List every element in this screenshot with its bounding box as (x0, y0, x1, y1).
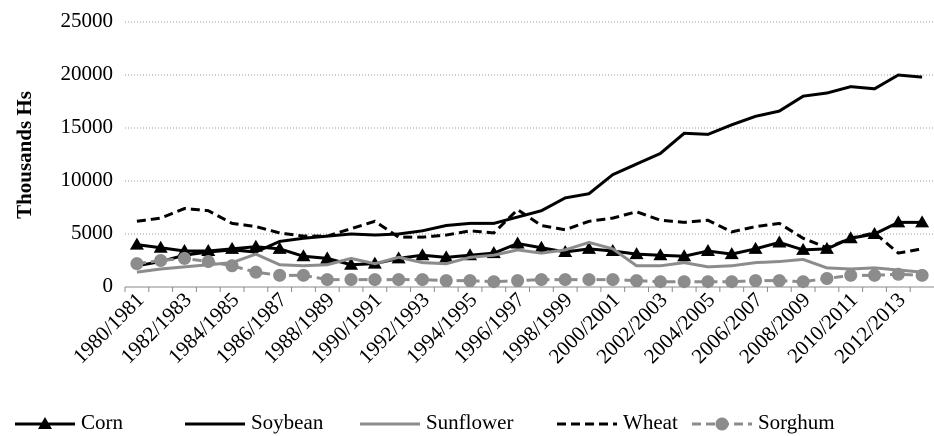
marker (820, 272, 834, 286)
marker (796, 275, 810, 289)
marker (749, 274, 763, 288)
marker (154, 254, 168, 267)
marker (368, 273, 382, 287)
marker (796, 242, 811, 255)
y-tick-label: 15000 (61, 114, 114, 138)
legend-label: Corn (81, 410, 124, 434)
marker (606, 273, 620, 287)
marker (653, 248, 668, 261)
series-line (136, 73, 923, 268)
y-axis-label: Thousands Hs (12, 91, 36, 219)
marker (296, 268, 310, 282)
marker (344, 257, 359, 270)
legend-marker (715, 417, 729, 431)
marker (392, 273, 406, 287)
marker (273, 268, 287, 282)
marker (510, 236, 525, 249)
marker (344, 273, 358, 287)
marker (677, 275, 691, 289)
marker (915, 215, 930, 228)
marker (487, 275, 501, 289)
marker (248, 239, 263, 252)
marker (320, 273, 334, 287)
marker (772, 274, 786, 288)
legend-label: Sunflower (426, 410, 514, 434)
marker (296, 249, 311, 262)
marker (463, 274, 477, 288)
marker (725, 275, 739, 289)
series-line (136, 256, 923, 284)
y-tick-label: 20000 (61, 61, 114, 85)
legend-marker (38, 417, 52, 429)
marker (558, 273, 572, 287)
legend-label: Soybean (251, 410, 324, 434)
y-tick-label: 10000 (61, 167, 114, 191)
marker (700, 243, 715, 256)
marker (511, 274, 525, 288)
series-line (136, 207, 923, 255)
marker (177, 251, 191, 265)
marker (748, 241, 763, 254)
marker (582, 273, 596, 287)
y-tick-label: 25000 (61, 8, 114, 32)
marker (439, 250, 454, 263)
marker (772, 235, 787, 248)
marker (701, 275, 715, 289)
marker (891, 215, 906, 228)
marker (130, 257, 144, 271)
marker (415, 248, 430, 261)
marker (320, 251, 335, 264)
marker (439, 274, 453, 288)
marker (677, 249, 692, 262)
marker (249, 265, 263, 279)
marker (724, 247, 739, 260)
y-tick-label: 5000 (71, 220, 113, 244)
marker (225, 259, 239, 273)
marker (415, 273, 429, 287)
marker (915, 268, 929, 282)
marker (891, 267, 905, 281)
marker (868, 268, 882, 282)
marker (630, 274, 644, 288)
marker (201, 255, 215, 269)
legend-label: Wheat (623, 410, 678, 434)
marker (129, 237, 144, 250)
marker (653, 275, 667, 289)
marker (581, 241, 596, 254)
marker (534, 273, 548, 287)
marker (272, 241, 287, 254)
legend-label: Sorghum (758, 410, 835, 434)
series-line (136, 240, 923, 274)
marker (629, 247, 644, 260)
marker (153, 240, 168, 253)
marker (844, 268, 858, 282)
marker (534, 240, 549, 253)
y-tick-label: 0 (103, 273, 114, 297)
